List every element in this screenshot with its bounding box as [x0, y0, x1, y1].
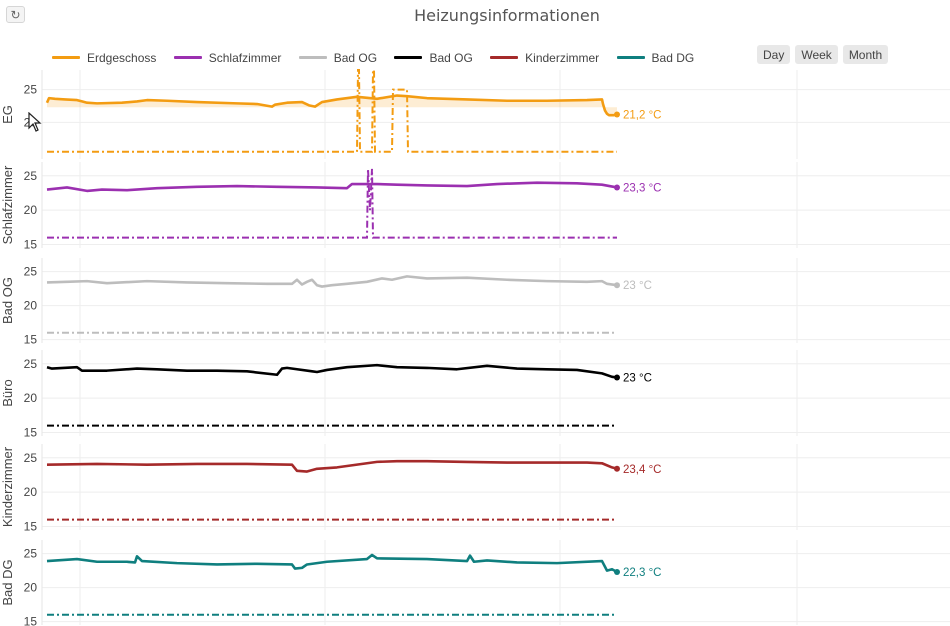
legend-item-kinderzimmer[interactable]: Kinderzimmer	[490, 51, 599, 65]
target-temperature-line	[47, 168, 617, 239]
y-tick-label: 15	[24, 615, 38, 626]
legend-label: Schlafzimmer	[208, 50, 282, 65]
y-axis-label: Bad DG	[0, 559, 15, 605]
y-tick-label: 20	[24, 581, 38, 595]
y-axis-label: Schlafzimmer	[0, 165, 15, 244]
temperature-line	[46, 553, 618, 574]
range-selector: Day Week Month	[757, 45, 889, 64]
y-tick-label: 20	[24, 203, 38, 217]
legend-swatch	[173, 56, 202, 59]
current-value-marker	[614, 184, 620, 191]
legend-swatch	[616, 56, 645, 59]
temperature-line	[46, 181, 618, 193]
legend-swatch	[490, 56, 519, 59]
legend: Erdgeschoss Schlafzimmer Bad OG Bad OG K…	[52, 48, 708, 65]
y-axis-label: EG	[0, 105, 15, 124]
legend-item-schlafzimmer[interactable]: Schlafzimmer	[173, 50, 282, 65]
range-month-button[interactable]: Month	[842, 45, 889, 64]
chart-panel-b-ro: 15 20 25 Büro 23 °C	[0, 350, 950, 440]
range-day-button[interactable]: Day	[757, 45, 791, 64]
current-value-label: 22,3 °C	[623, 567, 661, 579]
y-tick-label: 20	[24, 299, 38, 313]
legend-item-bad-og-grey[interactable]: Bad OG	[298, 50, 378, 65]
legend-label: Bad OG	[429, 50, 473, 65]
chart-panel-schlafzimmer: 15 20 25 Schlafzimmer 23,3 °C	[0, 162, 950, 252]
chart-panel-bad-dg: 15 20 25 Bad DG 22,3 °C	[0, 540, 950, 626]
legend-label: Kinderzimmer	[525, 50, 600, 65]
current-value-label: 21,2 °C	[623, 110, 661, 122]
y-axis-label: Kinderzimmer	[0, 446, 15, 527]
legend-swatch	[298, 56, 327, 59]
y-tick-label: 15	[24, 333, 38, 347]
legend-swatch	[52, 56, 80, 59]
y-tick-label: 25	[24, 547, 38, 561]
legend-label: Bad OG	[333, 50, 378, 65]
legend-swatch	[394, 56, 423, 59]
legend-label: Bad DG	[651, 50, 695, 65]
mouse-cursor-icon	[28, 112, 42, 132]
y-axis-label: Bad OG	[0, 277, 15, 324]
y-tick-label: 25	[24, 83, 38, 97]
current-value-label: 23,4 °C	[623, 464, 661, 476]
y-tick-label: 15	[24, 520, 38, 534]
temperature-line	[46, 363, 618, 379]
y-tick-label: 15	[24, 238, 38, 252]
y-tick-label: 20	[24, 485, 38, 499]
temperature-range-area	[47, 95, 617, 116]
y-tick-label: 20	[24, 391, 38, 405]
legend-item-erdgeschoss[interactable]: Erdgeschoss	[52, 51, 156, 65]
page-title: Heizungsinformationen	[414, 6, 600, 25]
y-tick-label: 25	[24, 357, 38, 371]
chart-panel-bad-og: 15 20 25 Bad OG 23 °C	[0, 258, 950, 347]
temperature-line	[46, 459, 618, 473]
y-tick-label: 25	[24, 451, 38, 465]
current-value-marker	[614, 465, 620, 472]
current-value-marker	[614, 568, 620, 575]
current-value-marker	[614, 111, 620, 118]
y-tick-label: 25	[24, 169, 38, 183]
temperature-line	[45, 94, 618, 117]
y-tick-label: 15	[24, 426, 38, 440]
current-value-label: 23,3 °C	[623, 182, 661, 194]
chart-panel-eg: 2025EG21,2 °C	[0, 69, 950, 159]
target-temperature-line	[47, 69, 617, 153]
chart-panel-kinderzimmer: 15 20 25 Kinderzimmer 23,4 °C	[0, 444, 950, 534]
range-week-button[interactable]: Week	[795, 45, 838, 64]
reset-icon[interactable]: ↻	[6, 6, 25, 23]
current-value-marker	[614, 374, 620, 381]
legend-item-bad-dg[interactable]: Bad DG	[616, 50, 695, 65]
y-axis-label: Büro	[0, 379, 15, 406]
legend-item-bad-og-black[interactable]: Bad OG	[394, 50, 473, 65]
current-value-label: 23 °C	[623, 373, 652, 385]
current-value-marker	[614, 282, 620, 289]
legend-label: Erdgeschoss	[87, 50, 157, 65]
temperature-line	[46, 275, 618, 288]
y-tick-label: 25	[24, 265, 38, 279]
current-value-label: 23 °C	[623, 280, 652, 292]
